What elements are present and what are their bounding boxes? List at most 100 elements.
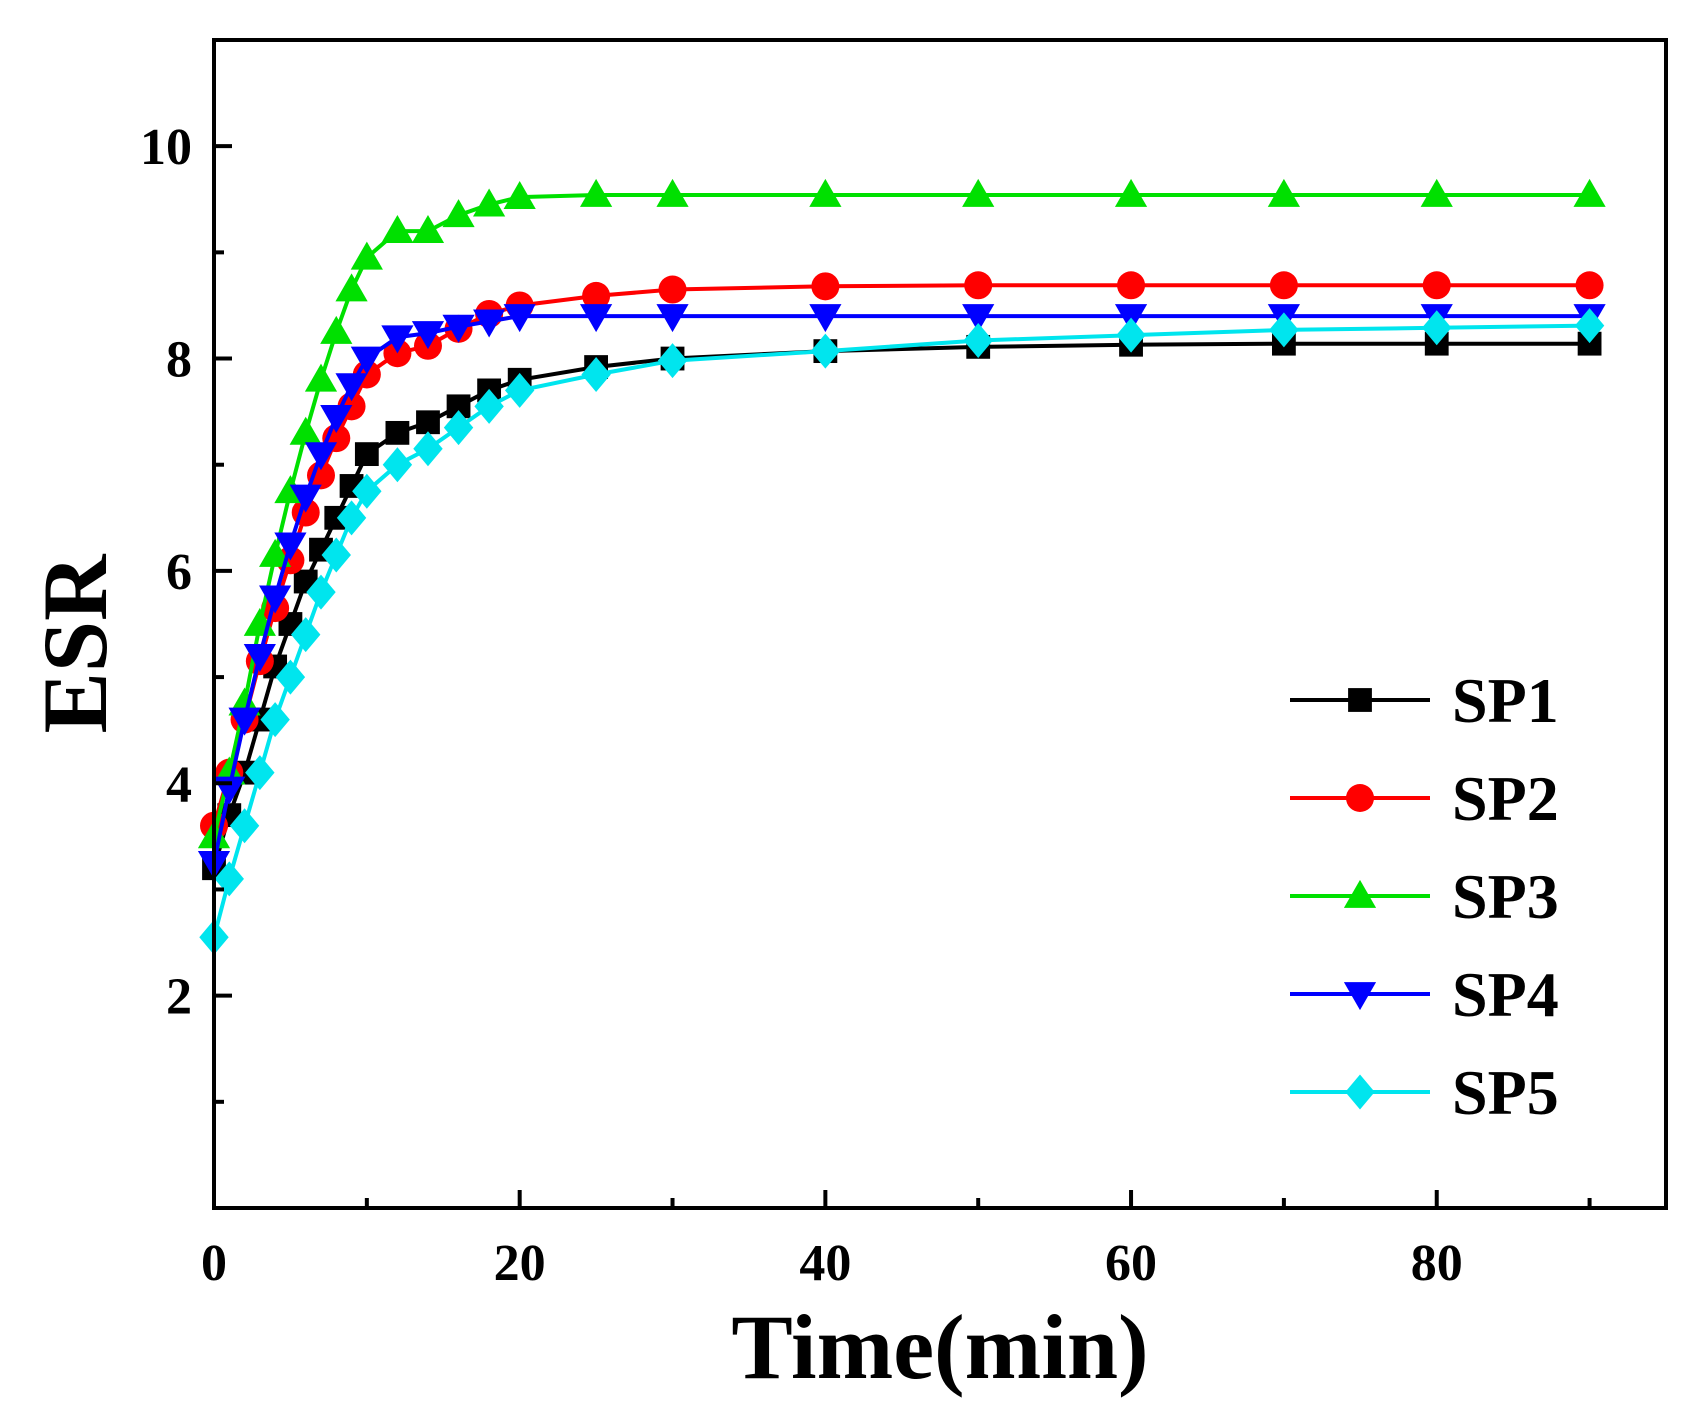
- data-point-sp2: [811, 272, 840, 301]
- data-point-sp5: [382, 447, 413, 483]
- legend-item-sp3: SP3: [1290, 861, 1559, 932]
- data-point-sp1: [416, 410, 440, 435]
- data-point-sp3: [320, 315, 353, 344]
- data-point-sp3: [809, 178, 842, 207]
- axes-layer: 0 20 40 60 80 2 4 6 8 10: [140, 38, 1668, 1292]
- plot-frame: [212, 38, 1668, 1210]
- data-point-sp5: [1269, 312, 1299, 348]
- data-point-sp5: [504, 372, 535, 408]
- x-tick-label: 60: [1105, 1235, 1157, 1292]
- series-line-sp3: [212, 193, 1590, 837]
- legend: SP1 SP2 SP3 SP4 SP5: [1290, 665, 1559, 1128]
- series-line-sp2: [212, 283, 1590, 827]
- legend-item-sp1: SP1: [1290, 665, 1559, 736]
- data-point-sp5: [657, 343, 688, 379]
- data-point-sp3: [259, 538, 292, 567]
- y-tick-label: 8: [166, 332, 192, 389]
- data-point-sp2: [964, 271, 993, 300]
- data-point-sp3: [580, 178, 613, 207]
- legend-marker-sp1: [1348, 688, 1372, 712]
- series-layer: [197, 178, 1606, 955]
- data-point-sp4: [274, 532, 307, 561]
- data-point-sp4: [580, 304, 613, 333]
- data-point-sp3: [411, 215, 445, 244]
- legend-item-sp4: SP4: [1290, 959, 1559, 1030]
- data-point-sp5: [260, 702, 290, 738]
- data-point-sp5: [306, 574, 336, 610]
- data-point-sp4: [243, 643, 276, 672]
- data-point-sp5: [336, 500, 367, 536]
- data-point-sp2: [1422, 271, 1451, 300]
- legend-item-sp5: SP5: [1290, 1057, 1559, 1128]
- legend-label-sp2: SP2: [1452, 763, 1559, 834]
- data-point-sp2: [1117, 271, 1146, 300]
- data-point-sp1: [385, 420, 410, 445]
- data-point-sp2: [582, 281, 611, 310]
- x-tick-label: 40: [799, 1235, 851, 1292]
- series-line-sp4: [212, 314, 1590, 864]
- y-tick-label: 10: [140, 119, 192, 176]
- data-point-sp3: [289, 416, 322, 445]
- data-point-sp5: [963, 322, 993, 358]
- y-tick-label: 2: [166, 969, 192, 1026]
- data-point-sp3: [1573, 178, 1606, 207]
- legend-label-sp3: SP3: [1452, 861, 1559, 932]
- data-point-sp4: [503, 304, 536, 333]
- data-point-sp4: [962, 304, 995, 333]
- data-point-sp3: [962, 178, 995, 207]
- data-point-sp4: [228, 707, 261, 736]
- legend-label-sp5: SP5: [1452, 1057, 1559, 1128]
- data-point-sp5: [275, 659, 306, 695]
- y-tick-label: 4: [166, 756, 192, 813]
- data-point-sp1: [354, 442, 379, 467]
- legend-marker-sp5: [1345, 1074, 1375, 1110]
- data-point-sp2: [658, 275, 687, 304]
- x-tick-label: 0: [201, 1235, 227, 1292]
- data-point-sp3: [503, 181, 536, 210]
- data-point-sp5: [229, 808, 260, 844]
- series-sp2: [200, 271, 1604, 840]
- data-point-sp5: [352, 473, 382, 509]
- data-point-sp3: [1267, 178, 1300, 207]
- data-point-sp1: [446, 394, 471, 419]
- data-point-sp4: [320, 405, 353, 434]
- legend-marker-sp3: [1343, 879, 1377, 908]
- legend-label-sp1: SP1: [1452, 665, 1559, 736]
- data-point-sp3: [1420, 178, 1453, 207]
- data-point-sp4: [442, 314, 475, 343]
- series-sp4: [197, 304, 1606, 880]
- x-tick-label: 20: [494, 1235, 546, 1292]
- data-point-sp5: [1574, 308, 1605, 344]
- data-point-sp4: [213, 776, 246, 805]
- data-point-sp4: [809, 304, 842, 333]
- data-point-sp4: [656, 304, 689, 333]
- y-axis-title: ESR: [24, 553, 126, 734]
- data-point-sp3: [473, 188, 506, 217]
- data-point-sp4: [259, 585, 292, 614]
- data-point-sp4: [411, 321, 445, 350]
- x-axis-title: Time(min): [731, 1296, 1148, 1398]
- data-point-sp3: [304, 363, 338, 392]
- data-point-sp3: [335, 273, 368, 302]
- data-point-sp4: [335, 373, 368, 402]
- data-point-sp5: [810, 333, 841, 369]
- legend-marker-sp2: [1346, 784, 1374, 812]
- data-point-sp5: [245, 755, 275, 791]
- data-point-sp4: [473, 309, 506, 338]
- series-sp5: [199, 308, 1605, 955]
- data-point-sp5: [291, 617, 321, 653]
- data-point-sp5: [474, 388, 504, 424]
- data-point-sp4: [304, 442, 338, 471]
- legend-item-sp2: SP2: [1290, 763, 1559, 834]
- legend-marker-sp4: [1343, 982, 1377, 1011]
- data-point-sp4: [350, 346, 383, 375]
- y-tick-label: 6: [166, 544, 192, 601]
- data-point-sp5: [1116, 317, 1146, 353]
- data-point-sp5: [214, 861, 244, 897]
- data-point-sp5: [443, 410, 474, 446]
- legend-label-sp4: SP4: [1452, 959, 1559, 1030]
- data-point-sp2: [1575, 271, 1604, 300]
- data-point-sp3: [442, 199, 475, 228]
